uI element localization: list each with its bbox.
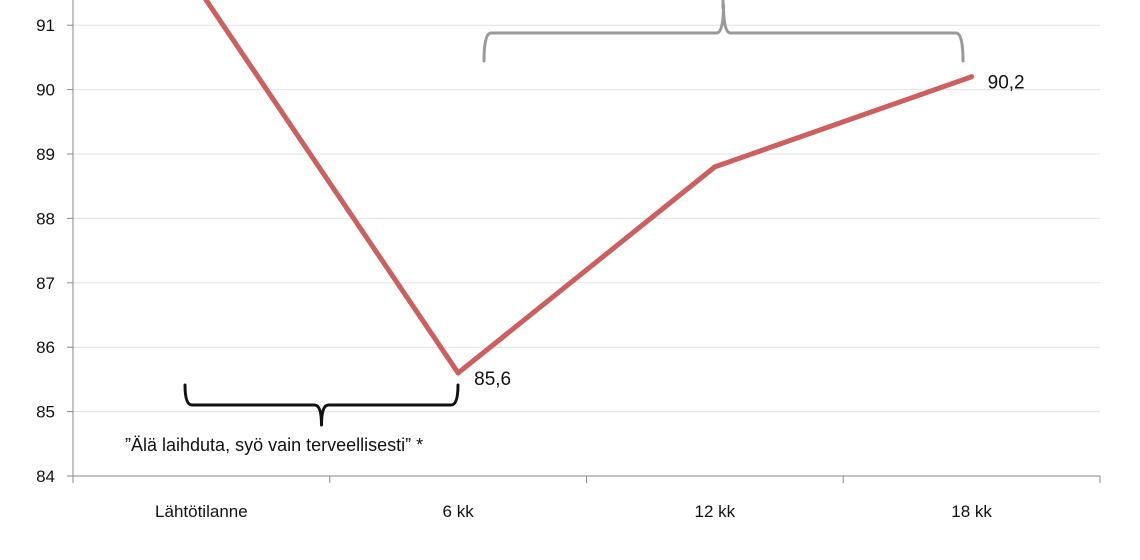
y-tick-label: 84: [36, 467, 55, 486]
data-point: [455, 370, 461, 376]
axes: [67, 0, 1101, 483]
y-tick-label: 85: [36, 403, 55, 422]
x-tick-label: 18 kk: [951, 502, 992, 521]
data-label: 85,6: [474, 369, 511, 390]
y-tick-label: 91: [36, 16, 55, 35]
grid-lines: [73, 24, 1100, 413]
brace-left: [183, 383, 460, 427]
y-tick-label: 87: [36, 274, 55, 293]
y-tick-label: 90: [36, 81, 55, 100]
series: [203, 0, 975, 376]
data-point: [969, 74, 975, 80]
x-tick-label: 12 kk: [695, 502, 736, 521]
annotation-text: ”Älä laihduta, syö vain terveellisesti” …: [125, 435, 423, 455]
brace-right: [482, 3, 965, 63]
x-tick-labels: Lähtötilanne 6 kk 12 kk 18 kk: [155, 502, 992, 521]
data-labels: 85,6 90,2: [474, 73, 1024, 390]
y-tick-label: 86: [36, 338, 55, 357]
x-tick-label: 6 kk: [443, 502, 475, 521]
annotations: ”Älä laihduta, syö vain terveellisesti” …: [125, 0, 965, 455]
data-label: 90,2: [988, 73, 1025, 94]
series-line: [203, 0, 975, 376]
y-tick-labels: 84 85 86 87 88 89 90 91: [36, 16, 55, 486]
data-point: [712, 164, 718, 170]
x-tick-label: Lähtötilanne: [155, 502, 248, 521]
y-tick-label: 88: [36, 209, 55, 228]
y-tick-label: 89: [36, 145, 55, 164]
